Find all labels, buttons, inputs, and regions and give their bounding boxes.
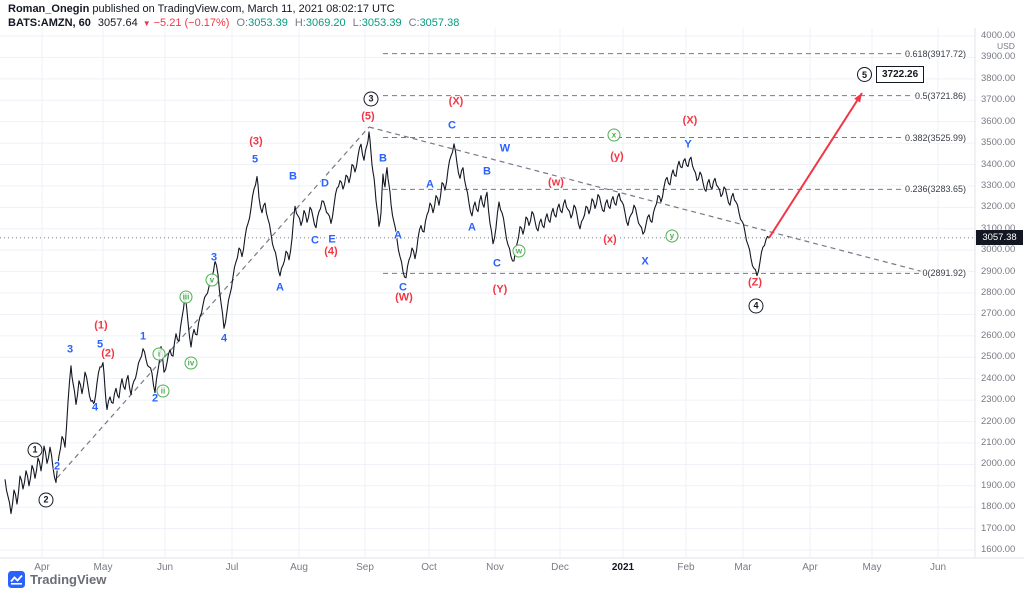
open-label: O: <box>236 17 249 29</box>
close-label: C: <box>408 17 420 29</box>
price-change: −5.21 (−0.17%) <box>153 17 230 29</box>
close-value: 3057.38 <box>419 17 460 29</box>
high-value: 3069.20 <box>305 17 346 29</box>
tradingview-logo-text: TradingView <box>30 572 107 587</box>
target-price-box: 3722.26 <box>876 66 925 83</box>
header: Roman_Onegin published on TradingView.co… <box>8 3 459 29</box>
last-price-tag: 3057.38 <box>976 230 1023 246</box>
trendline[interactable] <box>56 126 370 479</box>
projection-arrow[interactable] <box>768 92 863 239</box>
tradingview-logo[interactable]: TradingView <box>8 571 106 588</box>
tradingview-logo-icon <box>8 571 25 588</box>
published-text: published on TradingView.com, March 11, … <box>89 3 395 15</box>
projection-arrowhead <box>854 93 862 103</box>
trendline[interactable] <box>368 126 925 273</box>
change-down-arrow-icon: ▼ <box>142 18 151 28</box>
low-label: L: <box>352 17 362 29</box>
price-line[interactable] <box>4 131 770 515</box>
high-label: H: <box>294 17 306 29</box>
open-value: 3053.39 <box>248 17 288 29</box>
symbol-title[interactable]: BATS:AMZN, 60 <box>8 17 91 29</box>
publish-info-line: Roman_Onegin published on TradingView.co… <box>8 3 459 15</box>
low-value: 3053.39 <box>361 17 402 29</box>
currency-label: USD <box>997 41 1015 51</box>
publisher-name[interactable]: Roman_Onegin <box>8 3 90 15</box>
wave-5-circled-label: 5 <box>857 67 872 82</box>
symbol-info-line: BATS:AMZN, 60 3057.64 ▼ −5.21 (−0.17%) O… <box>8 17 459 29</box>
last-trade-price: 3057.64 <box>97 17 138 29</box>
target-label[interactable]: 5 3722.26 <box>857 66 925 83</box>
